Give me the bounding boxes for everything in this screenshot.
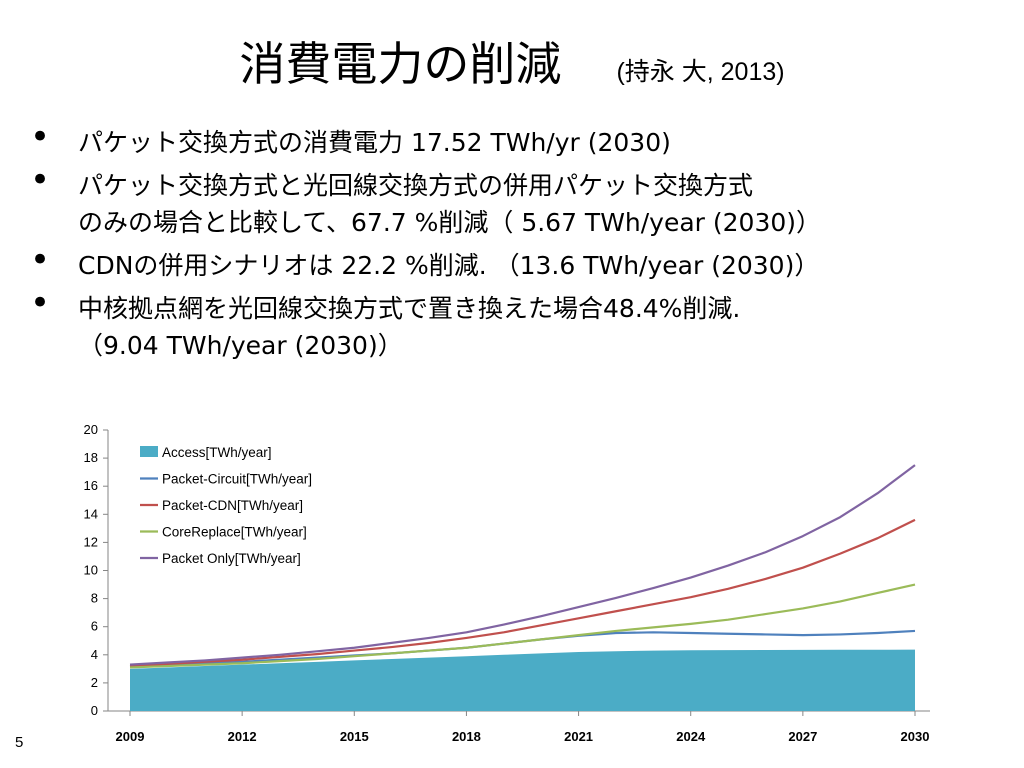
bullet-item: • 中核拠点網を光回線交換方式で置き換えた場合48.4%削減. （9.04 TW… bbox=[28, 286, 1008, 364]
y-tick-label: 6 bbox=[91, 619, 98, 634]
bullet-dot-icon: • bbox=[30, 240, 51, 280]
title-text: 消費電力の削減 bbox=[239, 37, 562, 91]
series-line-3 bbox=[129, 464, 916, 666]
y-tick-label: 4 bbox=[91, 647, 98, 662]
bullet-text: CDNの併用シナリオは 22.2 %削減. （13.6 TWh/year (20… bbox=[78, 251, 820, 280]
series-line-1 bbox=[129, 518, 916, 668]
x-tick-label: 2018 bbox=[452, 729, 481, 744]
x-tick-label: 2030 bbox=[901, 729, 930, 744]
energy-chart: 0 2 4 6 8 10 12 14 16 18 20 2009 2012 2015 2018 2021 202… bbox=[84, 422, 930, 744]
y-tick-label: 20 bbox=[84, 422, 98, 437]
x-tick-label: 2009 bbox=[116, 729, 145, 744]
bullet-item: • CDNの併用シナリオは 22.2 %削減. （13.6 TWh/year (… bbox=[28, 243, 1008, 284]
y-tick-label: 0 bbox=[91, 703, 98, 718]
x-tick-label: 2027 bbox=[788, 729, 817, 744]
bullet-text: パケット交換方式と光回線交換方式の併用パケット交換方式 のみの場合と比較して、6… bbox=[78, 171, 822, 237]
y-tick-label: 2 bbox=[91, 675, 98, 690]
bullet-list: • パケット交換方式の消費電力 17.52 TWh/yr (2030) • パケ… bbox=[28, 120, 1008, 370]
legend-label: Access[TWh/year] bbox=[162, 445, 272, 460]
y-tick-label: 10 bbox=[84, 563, 98, 578]
y-tick-label: 14 bbox=[84, 506, 98, 521]
y-tick-label: 12 bbox=[84, 534, 98, 549]
legend-label: Packet-Circuit[TWh/year] bbox=[162, 472, 312, 487]
legend-label: CoreReplace[TWh/year] bbox=[162, 525, 307, 540]
y-tick-label: 16 bbox=[84, 478, 98, 493]
bullet-dot-icon: • bbox=[30, 283, 51, 323]
bullet-dot-icon: • bbox=[30, 160, 51, 200]
legend-swatch bbox=[140, 446, 158, 457]
series-line-2 bbox=[129, 583, 916, 669]
x-tick-label: 2021 bbox=[564, 729, 593, 744]
legend-label: Packet-CDN[TWh/year] bbox=[162, 498, 303, 513]
bullet-text: 中核拠点網を光回線交換方式で置き換えた場合48.4%削減. （9.04 TWh/… bbox=[78, 294, 741, 360]
y-tick-label: 18 bbox=[84, 450, 98, 465]
bullet-dot-icon: • bbox=[30, 117, 51, 157]
slide-title: 消費電力の削減 (持永 大, 2013) bbox=[0, 28, 1024, 94]
x-tick-label: 2015 bbox=[340, 729, 369, 744]
bullet-text: パケット交換方式の消費電力 17.52 TWh/yr (2030) bbox=[78, 128, 671, 157]
bullet-item: • パケット交換方式の消費電力 17.52 TWh/yr (2030) bbox=[28, 120, 1008, 161]
bullet-item: • パケット交換方式と光回線交換方式の併用パケット交換方式 のみの場合と比較して… bbox=[28, 163, 1008, 241]
slide-number: 5 bbox=[15, 734, 24, 751]
x-tick-label: 2024 bbox=[676, 729, 706, 744]
series-area-access bbox=[130, 649, 915, 711]
y-tick-label: 8 bbox=[91, 591, 98, 606]
legend-label: Packet Only[TWh/year] bbox=[162, 551, 301, 566]
x-tick-label: 2012 bbox=[228, 729, 257, 744]
chart-container: 0 2 4 6 8 10 12 14 16 18 20 2009 2012 2015 2018 2021 202… bbox=[60, 418, 950, 758]
title-citation: (持永 大, 2013) bbox=[616, 58, 785, 86]
